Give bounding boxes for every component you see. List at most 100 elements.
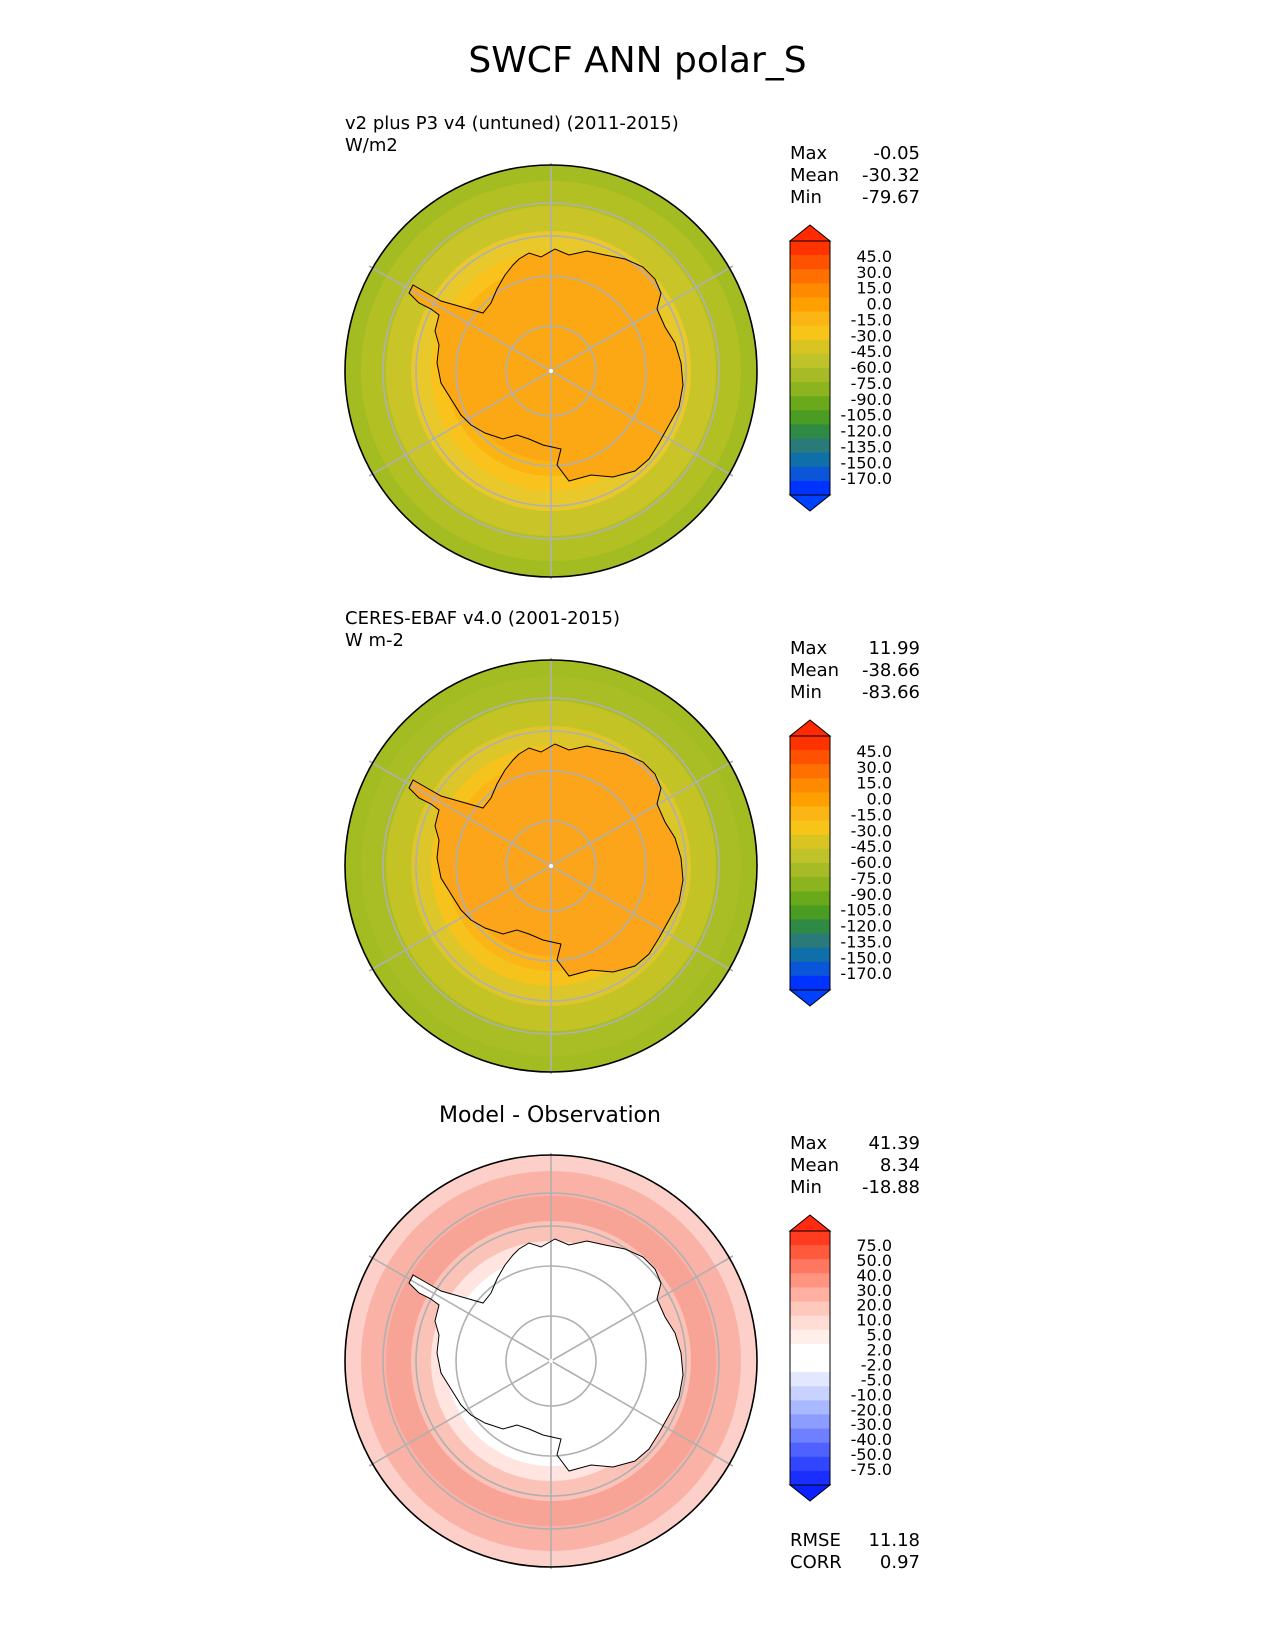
colorbar-segment: [790, 480, 830, 496]
meridian-line: [368, 760, 552, 867]
max-value: 11.99: [868, 638, 920, 659]
metrics-box: RMSE 11.18 CORR 0.97: [790, 1530, 920, 1574]
colorbar-segment: [790, 891, 830, 906]
max-value: 41.39: [868, 1133, 920, 1154]
colorbar-tick-label: -150.0: [840, 453, 892, 472]
colorbar-segment: [790, 438, 830, 454]
colorbar-segment: [790, 283, 830, 298]
min-value: -18.88: [861, 1177, 920, 1198]
colorbar-segment: [790, 820, 830, 836]
colorbar-segment: [790, 1315, 830, 1331]
antarctica-fill: [409, 1239, 683, 1471]
polar-map: [344, 163, 758, 579]
colorbar-segment: [790, 1456, 830, 1472]
colorbar-tick-label: -30.0: [851, 326, 892, 345]
colorbar-segment: [790, 368, 830, 383]
min-value: -79.67: [861, 187, 920, 208]
colorbar-extend-top: [788, 224, 832, 242]
panel-units: W/m2: [345, 135, 398, 156]
colorbar-tick-label: -135.0: [840, 437, 892, 456]
colorbar-tick-label: -170.0: [840, 469, 892, 488]
meridian-line: [368, 865, 552, 972]
polar-map: [344, 658, 758, 1074]
colorbar-segment: [790, 834, 830, 850]
panel-title: Model - Observation: [439, 1103, 661, 1128]
colorbar-extend-top: [788, 1214, 832, 1232]
colorbar-tick-label: -90.0: [851, 390, 892, 409]
colorbar: 45.030.015.00.0-15.0-30.0-45.0-60.0-75.0…: [788, 719, 892, 1007]
antarctica-fill: [409, 249, 683, 481]
min-label: Min: [790, 682, 822, 703]
colorbar-segment: [790, 466, 830, 482]
min-value: -83.66: [861, 682, 920, 703]
panel-units: W m-2: [345, 630, 405, 651]
colorbar-extend-bottom: [788, 1484, 832, 1502]
max-label: Max: [790, 143, 828, 164]
colorbar-segment: [790, 1231, 830, 1246]
colorbar-extend-top: [788, 719, 832, 737]
colorbar-tick-label: 2.0: [867, 1341, 892, 1360]
colorbar-extend-bottom: [788, 494, 832, 512]
colorbar-tick-label: -5.0: [861, 1370, 892, 1389]
colorbar-segment: [790, 1245, 830, 1260]
colorbar-tick-label: 30.0: [856, 758, 892, 777]
colorbar-tick-label: 40.0: [856, 1266, 892, 1285]
colorbar: 75.050.040.030.020.010.05.02.0-2.0-5.0-1…: [788, 1214, 892, 1502]
colorbar-tick-label: 15.0: [856, 774, 892, 793]
colorbar-tick-label: 45.0: [856, 742, 892, 761]
colorbar-segment: [790, 1386, 830, 1401]
colorbar-tick-label: -75.0: [851, 374, 892, 393]
colorbar-frame: [789, 240, 831, 496]
colorbar-segment: [790, 1414, 830, 1430]
colorbar-segment: [790, 1358, 830, 1373]
antarctica-coastline: [408, 743, 684, 977]
mean-value: -30.32: [861, 165, 920, 186]
colorbar-tick-label: -60.0: [851, 358, 892, 377]
corr-label: CORR: [790, 1552, 842, 1573]
colorbar-segment: [790, 961, 830, 977]
colorbar: 45.030.015.00.0-15.0-30.0-45.0-60.0-75.0…: [788, 224, 892, 512]
meridian-line: [368, 370, 552, 477]
panel-title: v2 plus P3 v4 (untuned) (2011-2015): [345, 113, 679, 134]
colorbar-segment: [790, 975, 830, 991]
colorbar-segment: [790, 1329, 830, 1345]
colorbar-tick-label: -30.0: [851, 1415, 892, 1434]
colorbar-tick-label: -2.0: [861, 1355, 892, 1374]
colorbar-segment: [790, 396, 830, 411]
colorbar-segment: [790, 877, 830, 892]
map-boundary: [344, 164, 758, 578]
mean-label: Mean: [790, 165, 840, 186]
colorbar-tick-label: 10.0: [856, 1311, 892, 1330]
colorbar-segment: [790, 848, 830, 864]
colorbar-tick-label: -105.0: [840, 901, 892, 920]
meridian-line: [550, 370, 734, 477]
colorbar-tick-label: 0.0: [867, 295, 892, 314]
colorbar-tick-label: -150.0: [840, 948, 892, 967]
colorbar-segment: [790, 452, 830, 468]
colorbar-segment: [790, 410, 830, 425]
antarctica-coastline: [408, 1238, 684, 1472]
min-label: Min: [790, 187, 822, 208]
antarctica-fill: [409, 744, 683, 976]
colorbar-tick-label: 30.0: [856, 1281, 892, 1300]
colorbar-tick-label: -15.0: [851, 805, 892, 824]
map-boundary: [344, 659, 758, 1073]
panel-title: CERES-EBAF v4.0 (2001-2015): [345, 608, 621, 629]
colorbar-tick-label: -75.0: [851, 869, 892, 888]
colorbar-tick-label: -105.0: [840, 406, 892, 425]
colorbar-tick-label: -45.0: [851, 837, 892, 856]
stats-box: Max 11.99 Mean -38.66 Min -83.66: [790, 638, 920, 704]
colorbar-tick-label: 20.0: [856, 1296, 892, 1315]
colorbar-segment: [790, 764, 830, 779]
colorbar-segment: [790, 750, 830, 765]
colorbar-segment: [790, 382, 830, 397]
pole-marker: [549, 1359, 553, 1363]
colorbar-tick-label: -90.0: [851, 885, 892, 904]
meridian-line: [368, 1255, 552, 1362]
colorbar-segment: [790, 255, 830, 270]
colorbar-frame: [789, 735, 831, 991]
colorbar-segment: [790, 353, 830, 369]
figure-title: SWCF ANN polar_S: [468, 40, 807, 81]
colorbar-tick-label: -30.0: [851, 821, 892, 840]
panel-difference: Model - Observation Max 41.39 Mean 8.34 Mi…: [0, 1095, 1275, 1575]
